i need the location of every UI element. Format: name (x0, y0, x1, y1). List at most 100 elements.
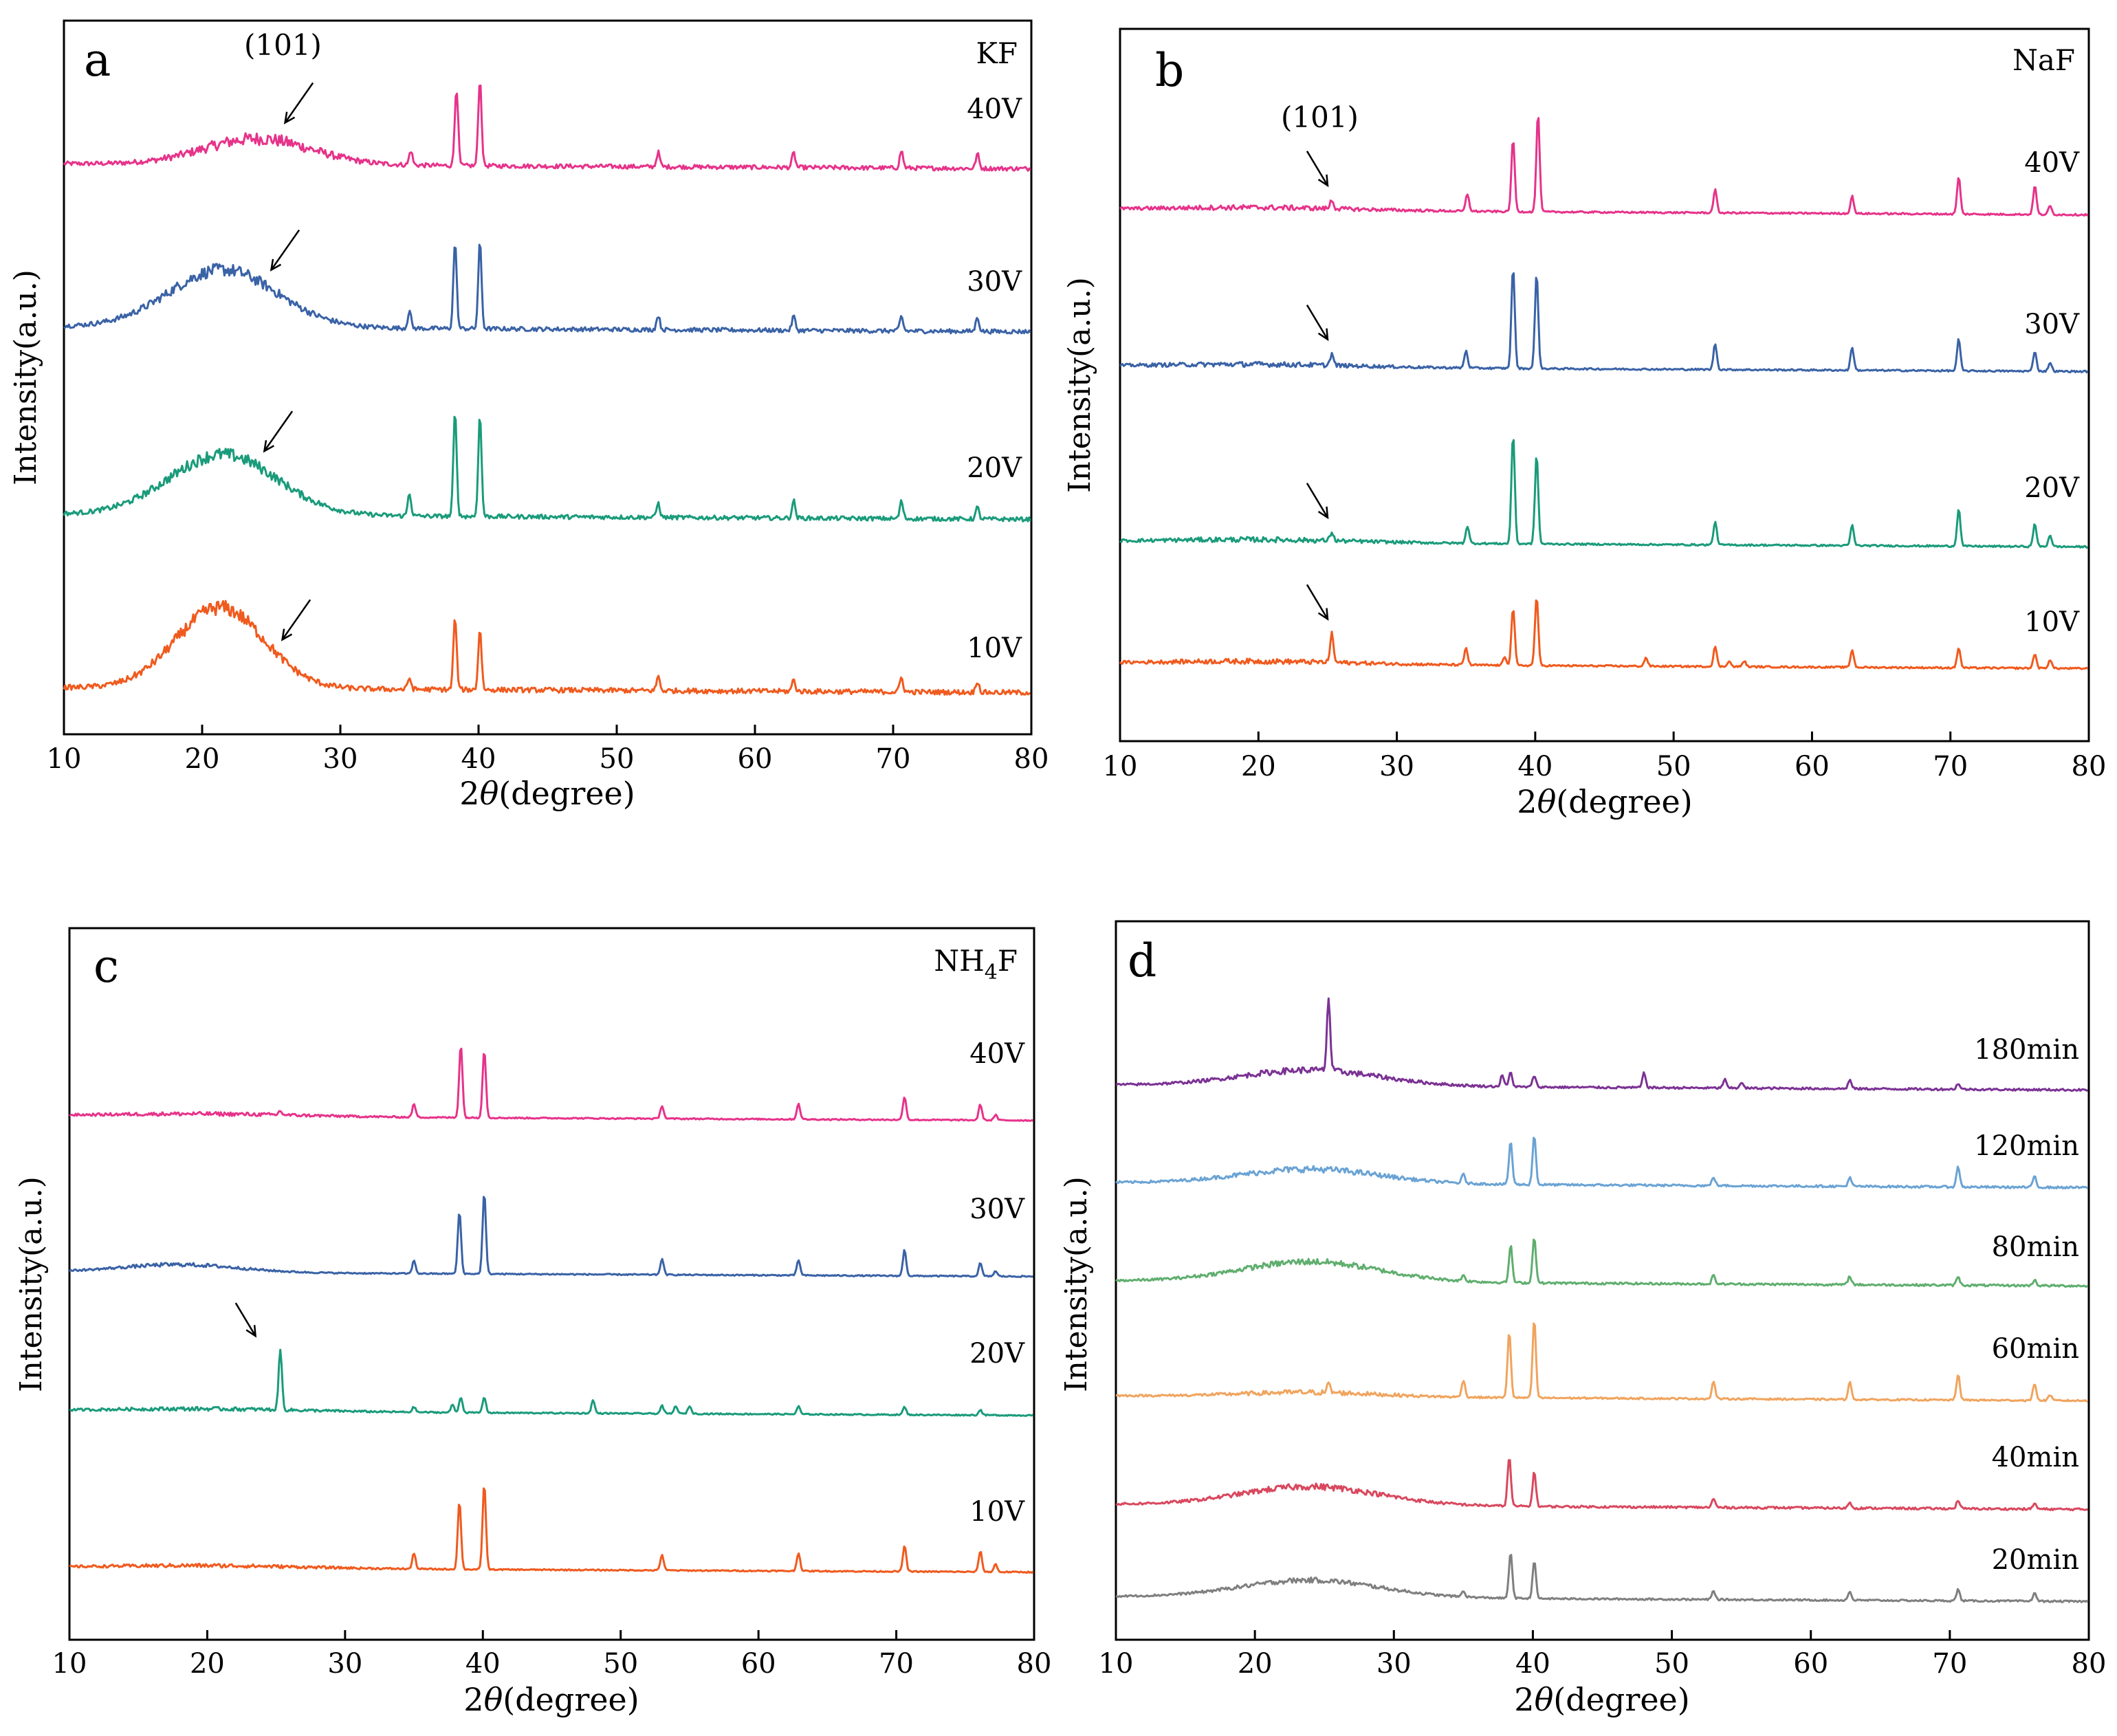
panel-c-electrolyte-label: NH4F (934, 944, 1018, 985)
panel-c-series-20v-arrow-head (245, 1325, 257, 1338)
panel-b-tick-label-40: 40 (1517, 751, 1553, 782)
panel-d-series-40min-label: 40min (1992, 1442, 2079, 1473)
panel-d-tick-label-30: 30 (1376, 1648, 1412, 1680)
panel-a-series-10v-line (63, 600, 1031, 696)
panel-a-ylabel: Intensity(a.u.) (8, 270, 43, 485)
panel-d-ylabel: Intensity(a.u.) (1059, 1176, 1094, 1392)
panel-b-series-20v-arrow-shaft (1306, 483, 1329, 518)
panel-a-tick-label-70: 70 (876, 743, 911, 775)
panel-b-series-10v-arrow-head (1317, 608, 1329, 621)
panel-b-series-40v-arrow-shaft (1306, 151, 1329, 186)
panel-b-tick-label-10: 10 (1103, 751, 1138, 782)
panel-b-series-10v-label: 10V (2024, 606, 2080, 638)
panel-b-series-30v-label: 30V (2024, 309, 2080, 340)
panel-c-series-10v-label: 10V (969, 1496, 1025, 1528)
panel-a-x-ticks: 10 20 30 40 50 60 70 80 (47, 725, 1049, 775)
panel-a-series-20v-label: 20V (967, 452, 1022, 484)
panel-b-series-40v-arrow-head (1317, 174, 1329, 188)
panel-b-series-30v-line (1119, 272, 2089, 373)
panel-a-tick-label-60: 60 (738, 743, 773, 775)
panel-a-tick-label-40: 40 (461, 743, 496, 775)
panel-a-tick-label-10: 10 (47, 743, 82, 775)
panel-c-xlabel-theta: θ (484, 1681, 503, 1718)
panel-b-series-40v-label: 40V (2024, 147, 2080, 179)
panel-d-tick-label-70: 70 (1932, 1648, 1967, 1680)
panel-c-x-ticks: 10 20 30 40 50 60 70 80 (52, 1630, 1052, 1680)
panel-c-series-20v-line (69, 1348, 1034, 1417)
panel-d-tick-label-20: 20 (1238, 1648, 1273, 1680)
panel-d-series-group: 180min 120min 80min 60min 40min 20min (1115, 997, 2089, 1603)
panel-c-xlabel-prefix: 2 (463, 1681, 483, 1718)
panel-d-series-60min-label: 60min (1992, 1333, 2079, 1365)
panel-b-ylabel: Intensity(a.u.) (1062, 277, 1097, 493)
panel-a-series-40v-line (63, 85, 1031, 172)
panel-a-series-40v-arrow-shaft (284, 82, 314, 124)
panel-d-series-120min-line (1115, 1136, 2089, 1190)
panel-b-series-20v-line (1119, 439, 2089, 549)
panel-d-tick-label-80: 80 (2072, 1648, 2107, 1680)
panel-c-electrolyte-main: NH (934, 944, 984, 978)
panel-c-ylabel: Intensity(a.u.) (14, 1176, 49, 1392)
panel-a-tick-label-50: 50 (600, 743, 635, 775)
panel-a-series-30v-label: 30V (967, 266, 1022, 298)
panel-b-series-20v-label: 20V (2024, 472, 2080, 504)
panel-c-series-group: 40V 30V 20V 10V (68, 1038, 1034, 1574)
panel-c-electrolyte-end: F (998, 944, 1018, 978)
panel-b-series-10v-arrow-shaft (1306, 584, 1329, 620)
panel-d-xlabel-theta: θ (1535, 1681, 1554, 1718)
panel-d-series-120min-label: 120min (1974, 1130, 2079, 1162)
panel-c-tick-label-40: 40 (465, 1648, 501, 1680)
panel-a-frame (63, 19, 1033, 736)
panel-a-peak-annotation: (101) (244, 28, 322, 62)
panel-d-xlabel: 2θ(degree) (1514, 1681, 1689, 1718)
panel-b-letter: b (1155, 44, 1184, 97)
panel-c-series-10v-line (69, 1487, 1034, 1574)
panel-d-tick-label-60: 60 (1793, 1648, 1828, 1680)
panel-b-tick-label-70: 70 (1933, 751, 1968, 782)
panel-b-series-30v-arrow-head (1317, 328, 1329, 342)
panel-d-frame (1115, 920, 2090, 1641)
panel-b-series-group: 40V 30V 20V 10V (1119, 117, 2089, 670)
panel-d-tick-label-10: 10 (1099, 1648, 1134, 1680)
panel-c-tick-label-80: 80 (1017, 1648, 1052, 1680)
panel-b-frame (1119, 28, 2090, 743)
panel-a-xlabel-theta: θ (480, 775, 499, 812)
panel-a-letter: a (84, 34, 111, 87)
panel-d-tick-label-50: 50 (1654, 1648, 1689, 1680)
panel-b: 40V 30V 20V 10V 10 20 30 40 50 60 70 80 b NaF (101… (1062, 28, 2106, 820)
panel-d-xlabel-prefix: 2 (1514, 1681, 1534, 1718)
panel-d-xlabel-suffix: (degree) (1553, 1681, 1689, 1718)
panel-d-x-ticks: 10 20 30 40 50 60 70 80 (1099, 1630, 2107, 1680)
panel-b-series-10v-line (1119, 599, 2089, 670)
panel-b-peak-annotation: (101) (1281, 100, 1359, 134)
panel-c-tick-label-10: 10 (52, 1648, 87, 1680)
panel-b-tick-label-50: 50 (1656, 751, 1691, 782)
panel-c-xlabel-suffix: (degree) (503, 1681, 639, 1718)
panel-a: 40V 30V 20V 10V 10 20 30 40 50 60 70 80 a KF (101)… (8, 19, 1049, 812)
panel-a-tick-label-30: 30 (323, 743, 358, 775)
panel-b-xlabel: 2θ(degree) (1517, 783, 1692, 820)
panel-d: 180min 120min 80min 60min 40min 20min 10 20 30 4… (1059, 920, 2107, 1718)
panel-a-series-10v-arrow-shaft (281, 599, 311, 641)
panel-b-series-30v-arrow-shaft (1306, 304, 1329, 340)
panel-a-series-30v-arrow-head (270, 259, 282, 272)
panel-b-series-20v-arrow-head (1317, 506, 1329, 520)
panel-a-series-group: 40V 30V 20V 10V (63, 82, 1032, 696)
panel-b-xlabel-theta: θ (1537, 783, 1557, 820)
panel-d-series-180min-label: 180min (1974, 1034, 2079, 1066)
panel-c-series-30v-label: 30V (969, 1194, 1025, 1225)
panel-a-tick-label-80: 80 (1014, 743, 1049, 775)
panel-a-series-30v-arrow-shaft (270, 229, 300, 271)
panel-b-tick-label-20: 20 (1241, 751, 1276, 782)
panel-a-series-10v-label: 10V (967, 633, 1022, 664)
panel-c-tick-label-50: 50 (603, 1648, 638, 1680)
panel-a-series-20v-line (63, 415, 1032, 523)
panel-a-series-30v-line (63, 243, 1031, 335)
panel-b-x-ticks: 10 20 30 40 50 60 70 80 (1103, 732, 2106, 782)
panel-c-series-20v-arrow-shaft (234, 1302, 256, 1337)
panel-c-series-30v-line (68, 1196, 1033, 1278)
panel-b-xlabel-prefix: 2 (1517, 783, 1537, 820)
panel-d-series-40min-line (1115, 1459, 2088, 1512)
panel-c-series-20v-label: 20V (969, 1338, 1025, 1370)
